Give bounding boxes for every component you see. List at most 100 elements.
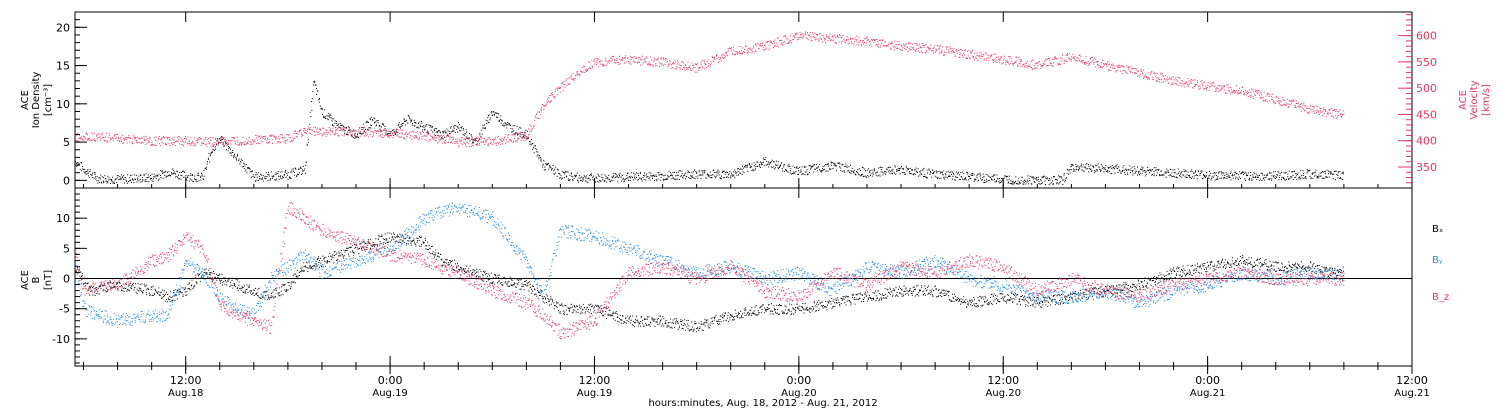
velocity-series-point xyxy=(869,41,870,43)
velocity-series-point xyxy=(296,136,298,138)
velocity-series-point xyxy=(1084,64,1086,65)
velocity-series-point xyxy=(800,36,802,38)
density-series-point xyxy=(209,161,211,163)
density-series-point xyxy=(1199,174,1201,176)
density-series-point xyxy=(434,128,436,130)
velocity-series-point xyxy=(655,65,657,67)
density-series-point xyxy=(583,177,585,179)
velocity-series-point xyxy=(556,93,558,95)
velocity-series-point xyxy=(804,32,806,34)
velocity-series-point xyxy=(876,39,877,40)
density-series-point xyxy=(663,179,665,181)
velocity-series-point xyxy=(683,62,685,64)
density-series-point xyxy=(1099,169,1101,171)
velocity-series-point xyxy=(413,131,415,133)
density-series-point xyxy=(1133,166,1135,168)
density-series-point xyxy=(676,172,678,174)
velocity-series-point xyxy=(503,138,505,140)
velocity-series-point xyxy=(354,131,356,133)
density-series-point xyxy=(298,168,300,170)
density-series-point xyxy=(968,179,970,181)
velocity-series-point xyxy=(1036,62,1038,64)
velocity-series-point xyxy=(1194,79,1196,81)
velocity-series-point xyxy=(465,139,466,141)
density-series-point xyxy=(342,128,344,130)
velocity-series-point xyxy=(411,139,413,140)
density-series-point xyxy=(1281,176,1283,178)
velocity-series-point xyxy=(168,143,170,145)
density-series-point xyxy=(465,129,467,131)
velocity-series-point xyxy=(467,143,469,145)
velocity-series-point xyxy=(224,140,225,142)
velocity-series-point xyxy=(173,142,175,144)
velocity-series-point xyxy=(746,49,748,51)
density-series-point xyxy=(593,180,595,182)
velocity-series-point xyxy=(1091,57,1093,58)
density-series-point xyxy=(95,176,96,178)
density-series-point xyxy=(571,175,573,177)
density-series-point xyxy=(1064,181,1066,183)
density-series-point xyxy=(487,117,489,119)
density-series-point xyxy=(856,171,858,173)
density-series-point xyxy=(1131,166,1133,168)
velocity-series-point xyxy=(309,129,311,131)
density-series-point xyxy=(1036,179,1038,181)
velocity-series-point xyxy=(713,56,715,58)
velocity-series-point xyxy=(177,136,179,138)
density-series-point xyxy=(922,169,924,170)
velocity-series-point xyxy=(426,133,428,135)
density-series-point xyxy=(238,158,240,160)
velocity-series-point xyxy=(98,137,100,138)
density-series-point xyxy=(297,168,299,170)
density-series-point xyxy=(412,123,413,124)
velocity-series-point xyxy=(885,45,887,47)
density-series-point xyxy=(952,176,954,178)
velocity-series-point xyxy=(481,141,483,143)
velocity-series-point xyxy=(1014,62,1016,63)
density-series-point xyxy=(618,174,620,176)
density-series-point xyxy=(152,181,154,182)
density-series-point xyxy=(351,135,352,136)
velocity-series-point xyxy=(654,58,656,60)
density-series-point xyxy=(1153,167,1155,169)
velocity-series-point xyxy=(870,43,872,45)
density-series-point xyxy=(912,173,914,175)
density-series-point xyxy=(355,136,357,138)
velocity-series-point xyxy=(613,62,615,63)
density-series-point xyxy=(336,123,338,125)
density-series-point xyxy=(517,133,519,135)
velocity-series-point xyxy=(321,135,323,137)
density-series-point xyxy=(139,174,141,176)
velocity-series-point xyxy=(890,42,892,44)
density-series-point xyxy=(1049,178,1050,179)
velocity-series-point xyxy=(424,139,426,141)
density-series-point xyxy=(816,167,817,169)
density-series-point xyxy=(864,175,866,177)
density-series-point xyxy=(821,170,823,172)
velocity-series-point xyxy=(362,133,364,135)
density-series-point xyxy=(1213,175,1215,177)
density-series-point xyxy=(94,172,96,174)
velocity-series-point xyxy=(518,138,520,140)
density-series-point xyxy=(1331,173,1333,175)
velocity-series-point xyxy=(123,142,125,144)
density-series-point xyxy=(195,180,197,182)
density-series-point xyxy=(796,167,798,169)
density-series-point xyxy=(216,144,217,146)
velocity-series-point xyxy=(641,59,643,61)
velocity-series-point xyxy=(657,58,659,60)
velocity-series-point xyxy=(1030,67,1032,69)
density-series-point xyxy=(1170,175,1172,177)
density-series-point xyxy=(1052,183,1054,185)
velocity-series-point xyxy=(492,139,494,141)
density-series-point xyxy=(1133,172,1135,174)
density-series-point xyxy=(1340,177,1341,179)
velocity-series-point xyxy=(364,135,365,137)
velocity-series-point xyxy=(817,40,819,42)
velocity-series-point xyxy=(328,126,330,128)
velocity-series-point xyxy=(878,46,879,48)
density-series-point xyxy=(275,179,277,181)
velocity-series-point xyxy=(706,60,708,62)
density-series-point xyxy=(1039,183,1041,185)
velocity-series-point xyxy=(1111,65,1113,66)
